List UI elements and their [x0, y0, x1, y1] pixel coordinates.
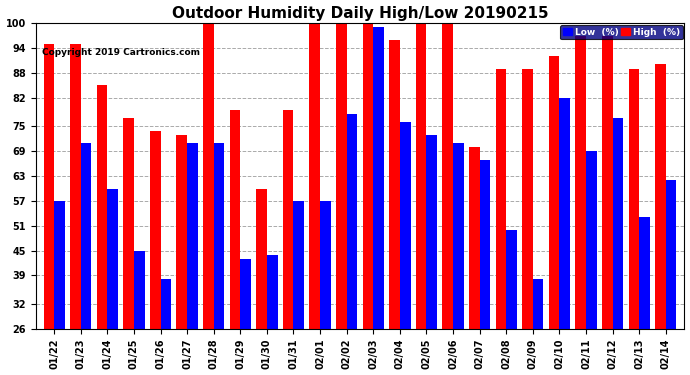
Bar	[81, 143, 91, 329]
Bar	[346, 114, 357, 329]
Bar	[97, 85, 108, 329]
Bar	[442, 23, 453, 329]
Bar	[293, 201, 304, 329]
Legend: Low  (%), High  (%): Low (%), High (%)	[560, 25, 682, 39]
Bar	[177, 135, 187, 329]
Bar	[560, 98, 570, 329]
Bar	[43, 44, 54, 329]
Bar	[639, 217, 650, 329]
Bar	[549, 56, 560, 329]
Bar	[108, 189, 118, 329]
Bar	[70, 44, 81, 329]
Bar	[586, 151, 597, 329]
Bar	[480, 160, 491, 329]
Title: Outdoor Humidity Daily High/Low 20190215: Outdoor Humidity Daily High/Low 20190215	[172, 6, 549, 21]
Bar	[240, 259, 251, 329]
Bar	[495, 69, 506, 329]
Bar	[214, 143, 224, 329]
Bar	[161, 279, 171, 329]
Bar	[613, 118, 623, 329]
Bar	[602, 36, 613, 329]
Bar	[629, 69, 639, 329]
Bar	[666, 180, 676, 329]
Bar	[533, 279, 544, 329]
Bar	[363, 23, 373, 329]
Bar	[656, 64, 666, 329]
Bar	[336, 23, 346, 329]
Bar	[124, 118, 134, 329]
Bar	[320, 201, 331, 329]
Bar	[400, 122, 411, 329]
Bar	[469, 147, 480, 329]
Bar	[283, 110, 293, 329]
Bar	[267, 255, 277, 329]
Bar	[522, 69, 533, 329]
Bar	[389, 40, 400, 329]
Bar	[506, 230, 517, 329]
Bar	[54, 201, 65, 329]
Bar	[416, 23, 426, 329]
Bar	[309, 23, 320, 329]
Bar	[256, 189, 267, 329]
Bar	[373, 27, 384, 329]
Bar	[187, 143, 198, 329]
Bar	[230, 110, 240, 329]
Bar	[426, 135, 437, 329]
Bar	[453, 143, 464, 329]
Text: Copyright 2019 Cartronics.com: Copyright 2019 Cartronics.com	[42, 48, 200, 57]
Bar	[203, 23, 214, 329]
Bar	[134, 251, 145, 329]
Bar	[575, 36, 586, 329]
Bar	[150, 130, 161, 329]
